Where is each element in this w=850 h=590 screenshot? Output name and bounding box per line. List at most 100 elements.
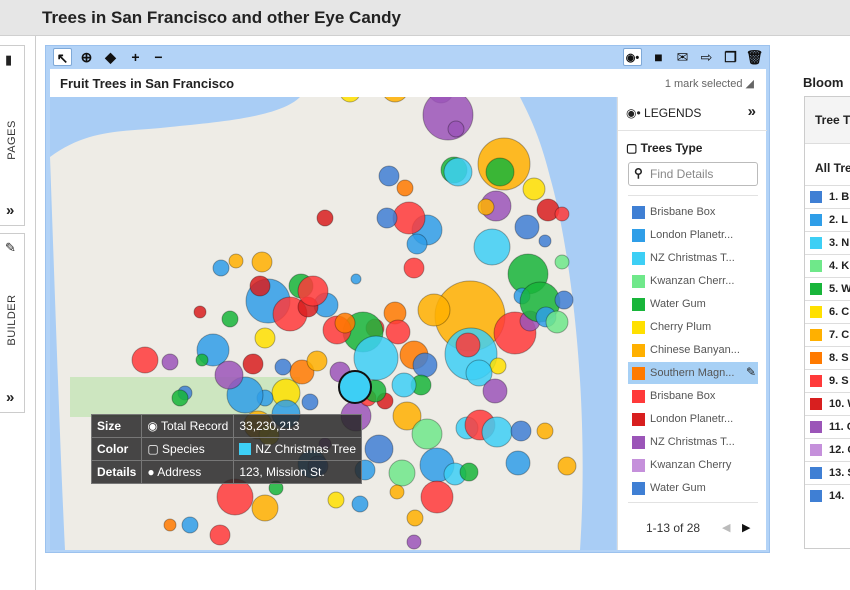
map-bubble[interactable] xyxy=(388,459,416,487)
select-tool-icon[interactable]: ↖ xyxy=(53,48,72,66)
table-row[interactable]: 3. N xyxy=(805,231,850,254)
map-bubble[interactable] xyxy=(228,253,244,269)
map-bubble[interactable] xyxy=(249,275,271,297)
map-bubble[interactable] xyxy=(422,97,474,141)
map-bubble[interactable] xyxy=(538,234,552,248)
legend-item[interactable]: Brisbane Box xyxy=(628,201,758,223)
table-row[interactable]: 10. W xyxy=(805,392,850,415)
table-row[interactable]: 1. B xyxy=(805,185,850,208)
map-bubble[interactable] xyxy=(455,332,481,358)
map-bubble[interactable] xyxy=(289,359,315,385)
all-row[interactable]: All Tre xyxy=(815,161,850,175)
map-bubble[interactable] xyxy=(459,462,479,482)
copy-icon[interactable]: ❐ xyxy=(724,49,737,65)
map-bubble[interactable] xyxy=(554,206,570,222)
map-bubble[interactable] xyxy=(351,495,369,513)
selected-bubble[interactable] xyxy=(338,370,372,404)
map-bubble[interactable] xyxy=(334,312,356,334)
legend-item[interactable]: Water Gum xyxy=(628,477,758,499)
map-bubble[interactable] xyxy=(274,358,292,376)
table-row[interactable]: 9. S xyxy=(805,369,850,392)
map-bubble[interactable] xyxy=(510,420,532,442)
map-bubble[interactable] xyxy=(216,478,254,516)
map-bubble[interactable] xyxy=(406,233,428,255)
map-bubble[interactable] xyxy=(412,352,438,378)
table-row[interactable]: 13. S xyxy=(805,461,850,484)
legend-item[interactable]: Cherry Plum xyxy=(628,316,758,338)
pages-panel[interactable]: ▮ PAGES » xyxy=(0,45,25,226)
map-bubble[interactable] xyxy=(221,310,239,328)
table-row[interactable]: 6. C xyxy=(805,300,850,323)
zoom-in-icon[interactable]: + xyxy=(131,49,140,65)
zoom-icon[interactable]: ⊕ xyxy=(80,49,93,65)
map-canvas[interactable] xyxy=(50,97,616,550)
map-bubble[interactable] xyxy=(242,353,264,375)
collapse-legend-icon[interactable]: » xyxy=(747,103,756,120)
map-bubble[interactable] xyxy=(557,456,577,476)
map-bubble[interactable] xyxy=(554,290,574,310)
map-bubble[interactable] xyxy=(376,207,398,229)
table-row[interactable]: 11. C xyxy=(805,415,850,438)
map-bubble[interactable] xyxy=(482,378,508,404)
map-bubble[interactable] xyxy=(251,251,273,273)
map-bubble[interactable] xyxy=(505,450,531,476)
map-bubble[interactable] xyxy=(485,157,515,187)
map-bubble[interactable] xyxy=(212,259,230,277)
legend-item[interactable]: Water Gum xyxy=(628,293,758,315)
map-bubble[interactable] xyxy=(378,165,400,187)
next-page-icon[interactable]: ▶ xyxy=(742,522,751,534)
selection-status[interactable]: 1 mark selected ◢ xyxy=(664,78,754,90)
legend-item[interactable]: Kwanzan Cherr... xyxy=(628,270,758,292)
map-bubble[interactable] xyxy=(353,335,399,381)
prev-page-icon[interactable]: ◀ xyxy=(722,522,731,534)
zoom-out-icon[interactable]: − xyxy=(154,49,163,65)
table-row[interactable]: 2. L xyxy=(805,208,850,231)
map-bubble[interactable] xyxy=(554,254,570,270)
map-bubble[interactable] xyxy=(193,305,207,319)
legend-item[interactable]: NZ Christmas T... xyxy=(628,431,758,453)
map-bubble[interactable] xyxy=(514,214,540,240)
table-row[interactable]: 7. C xyxy=(805,323,850,346)
map-bubble[interactable] xyxy=(420,480,454,514)
map-bubble[interactable] xyxy=(316,209,334,227)
map-bubble[interactable] xyxy=(327,491,345,509)
table-row[interactable]: 5. W xyxy=(805,277,850,300)
map-bubble[interactable] xyxy=(443,157,473,187)
map-bubble[interactable] xyxy=(254,327,276,349)
map-bubble[interactable] xyxy=(350,273,362,285)
legend-item[interactable]: Brisbane Box xyxy=(628,385,758,407)
table-row[interactable]: 12. C xyxy=(805,438,850,461)
map-bubble[interactable] xyxy=(473,228,511,266)
map-bubble[interactable] xyxy=(411,418,443,450)
map-bubble[interactable] xyxy=(465,359,493,387)
map-bubble[interactable] xyxy=(522,177,546,201)
legend-key-icon[interactable]: ◉• xyxy=(623,48,642,66)
table-row[interactable]: 8. S xyxy=(805,346,850,369)
comment-icon[interactable]: ■ xyxy=(654,49,663,65)
map-bubble[interactable] xyxy=(447,120,465,138)
map-bubble[interactable] xyxy=(301,393,319,411)
trash-icon[interactable]: 🗑 xyxy=(745,49,764,65)
center-icon[interactable]: ◆ xyxy=(105,49,116,65)
table-row[interactable]: 4. K xyxy=(805,254,850,277)
column-header[interactable]: Tree T xyxy=(805,97,850,144)
legend-search-input[interactable]: ⚲ Find Details xyxy=(628,162,758,186)
map-bubble[interactable] xyxy=(406,509,424,527)
map-bubble[interactable] xyxy=(297,275,329,307)
map-bubble[interactable] xyxy=(382,97,408,103)
map-bubble[interactable] xyxy=(391,372,417,398)
edit-pencil-icon[interactable]: ✎ xyxy=(745,365,756,379)
map-bubble[interactable] xyxy=(340,97,360,103)
map-bubble[interactable] xyxy=(181,516,199,534)
map-bubble[interactable] xyxy=(195,353,209,367)
map-bubble[interactable] xyxy=(306,350,328,372)
map-bubble[interactable] xyxy=(417,293,451,327)
map-bubble[interactable] xyxy=(403,257,425,279)
legend-item[interactable]: London Planetr... xyxy=(628,224,758,246)
map-bubble[interactable] xyxy=(385,319,411,345)
map-bubble[interactable] xyxy=(389,484,405,500)
expand-chevron-icon[interactable]: » xyxy=(6,202,15,219)
table-row[interactable]: 14. xyxy=(805,484,850,507)
map-bubble[interactable] xyxy=(392,401,422,431)
map-bubble[interactable] xyxy=(163,518,177,532)
